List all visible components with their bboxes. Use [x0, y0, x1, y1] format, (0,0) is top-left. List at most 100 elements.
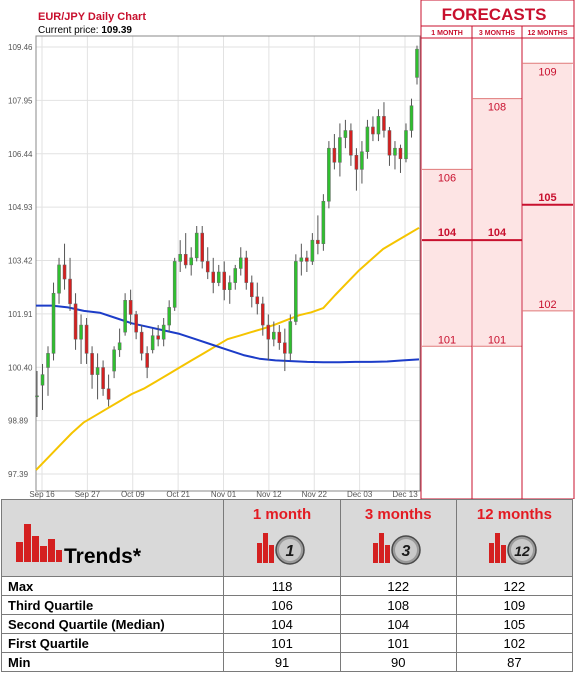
- chart-title: EUR/JPY Daily Chart: [38, 11, 146, 23]
- header-label: 3 months: [364, 506, 432, 523]
- forecast-q1-label: 101: [438, 334, 456, 346]
- candle-body: [145, 353, 149, 368]
- forecast-median-label: 104: [488, 227, 507, 239]
- candle-body: [393, 147, 397, 156]
- current-price-label: Current price:: [38, 25, 99, 36]
- candle-body: [316, 239, 320, 244]
- svg-text:12: 12: [515, 543, 531, 559]
- candle-body: [227, 282, 232, 290]
- moving-average-blue: [36, 304, 420, 364]
- candle-body: [189, 257, 193, 266]
- horizon-3-icon: 3: [373, 533, 421, 565]
- table-row-median: Second Quartile (Median) 104 104 105: [0, 614, 574, 634]
- candle-body: [415, 48, 419, 78]
- current-price-value: 109.39: [101, 25, 132, 36]
- candles: [35, 45, 419, 418]
- candle-body: [321, 200, 326, 244]
- y-tick-label: 100.40: [8, 363, 33, 372]
- candle-body: [371, 126, 375, 135]
- horizon-1-icon: 1: [257, 533, 305, 565]
- x-tick-label: Oct 21: [166, 490, 190, 499]
- table-cell: 101: [223, 633, 341, 653]
- forecast-q3-label: 106: [438, 172, 456, 184]
- x-tick-label: Dec 03: [347, 490, 373, 499]
- header-label: 1 month: [252, 506, 312, 523]
- candle-body: [35, 395, 39, 398]
- x-tick-label: Dec 13: [392, 490, 418, 499]
- forecast-header: FORECASTS: [442, 5, 547, 24]
- table-cell: 91: [223, 652, 341, 672]
- svg-text:3: 3: [402, 543, 411, 560]
- moving-averages: [35, 226, 420, 471]
- candle-body: [101, 367, 105, 389]
- svg-text:1: 1: [286, 543, 295, 560]
- candle-body: [178, 254, 182, 262]
- header-3-months: 3 months 3: [339, 499, 457, 577]
- candle-body: [222, 271, 227, 290]
- candle-body: [200, 232, 204, 262]
- eurjpy-chart: FORECASTS 1 MONTH 106 104 101 3 MONTHS 108 104 1…: [8, 0, 575, 499]
- candle-body: [255, 296, 260, 305]
- candle-body: [51, 292, 56, 354]
- candle-body: [310, 239, 315, 262]
- moving-average-yellow: [35, 226, 420, 471]
- candle-body: [239, 257, 243, 269]
- forecast-column-label: 12 MONTHS: [527, 30, 567, 37]
- table-row-first-quartile: First Quartile 101 101 102: [0, 633, 574, 653]
- candle-body: [62, 264, 67, 280]
- horizon-12-icon: 12: [489, 533, 538, 565]
- table-row-max: Max 118 122 122: [0, 576, 574, 596]
- candle-body: [299, 257, 304, 262]
- candle-body: [244, 257, 249, 283]
- table-cell: 87: [455, 652, 574, 672]
- row-label: Third Quartile: [0, 595, 225, 615]
- candle-body: [283, 342, 287, 354]
- table-cell: 105: [455, 614, 574, 634]
- trends-header-cell: Trends*: [0, 499, 225, 577]
- candle-body: [343, 130, 348, 138]
- row-label: Max: [0, 576, 225, 596]
- candle-body: [90, 353, 94, 375]
- candle-body: [57, 264, 61, 294]
- forecast-range-box: [473, 98, 521, 347]
- candle-body: [161, 324, 166, 340]
- y-tick-label: 104.93: [8, 203, 33, 212]
- candle-body: [112, 349, 116, 372]
- candle-body: [79, 324, 83, 340]
- table-cell: 104: [223, 614, 341, 634]
- table-cell: 122: [339, 576, 457, 596]
- candle-body: [139, 331, 144, 354]
- candle-body: [398, 147, 403, 160]
- candle-body: [211, 271, 215, 283]
- chart-grid: [36, 36, 420, 491]
- y-tick-label: 109.46: [8, 43, 33, 52]
- candle-body: [250, 282, 254, 298]
- candle-body: [349, 130, 353, 156]
- trends-label: Trends*: [64, 545, 142, 568]
- candle-body: [360, 151, 364, 170]
- candle-body: [117, 342, 122, 351]
- candle-body: [272, 331, 276, 340]
- candle-body: [40, 374, 45, 386]
- x-tick-label: Nov 01: [211, 490, 237, 499]
- candle-body: [73, 303, 78, 340]
- candle-body: [387, 130, 392, 156]
- trends-table: Trends* 1 month 1 3 months 3: [0, 499, 574, 672]
- table-row-min: Min 91 90 87: [0, 652, 574, 672]
- candle-body: [194, 232, 199, 259]
- candle-body: [409, 105, 414, 131]
- candle-body: [261, 303, 265, 326]
- candle-body: [128, 300, 133, 315]
- current-price-line: Current price: 109.39: [38, 25, 132, 36]
- candle-body: [84, 324, 89, 354]
- header-12-months: 12 months 12: [455, 499, 574, 577]
- candle-body: [167, 307, 171, 326]
- y-axis-ticks: 109.46 107.95 106.44 104.93 103.42 101.91 100.…: [8, 43, 33, 479]
- table-cell: 104: [339, 614, 457, 634]
- candle-body: [205, 261, 210, 273]
- candle-body: [150, 335, 155, 351]
- candle-body: [156, 335, 160, 340]
- candle-body: [354, 155, 359, 170]
- candle-body: [382, 116, 386, 131]
- candle-body: [216, 271, 221, 283]
